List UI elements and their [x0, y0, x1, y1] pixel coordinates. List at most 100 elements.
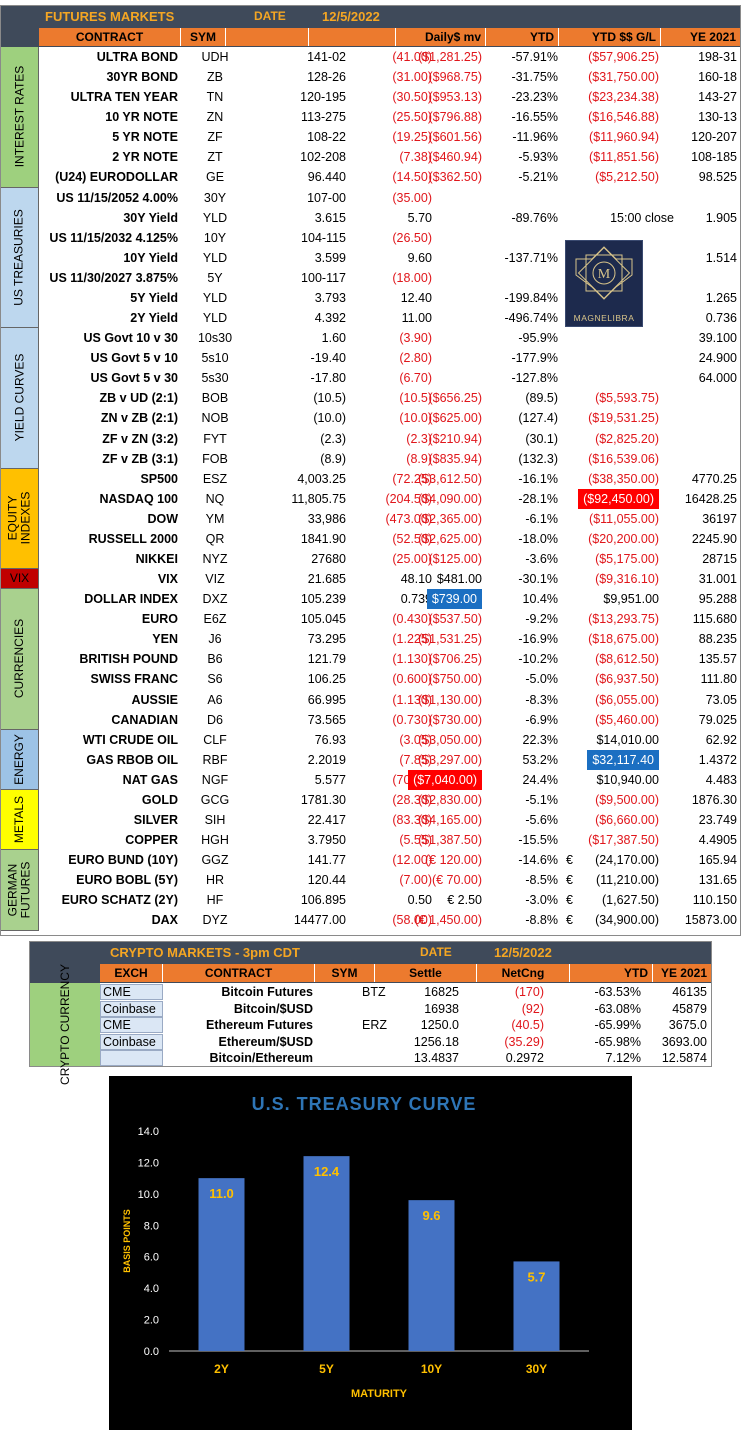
cell-contract: EURO BUND (10Y): [68, 853, 178, 868]
futures-row: US 11/15/2052 4.00% 30Y 107-00 (35.00): [39, 188, 740, 208]
crypto-cell-settle: 13.4837: [413, 1051, 459, 1066]
crypto-header-sym: SYM: [315, 964, 375, 982]
crypto-cell-ytd: 7.12%: [605, 1051, 641, 1066]
cell-dol: ($601.56): [428, 130, 482, 145]
cell-ye: 165.94: [698, 853, 737, 868]
cell-dol: ($2,625.00): [418, 531, 482, 546]
crypto-cell-chg: (40.5): [511, 1018, 544, 1033]
crypto-markets-table: CRYPTO MARKETS - 3pm CDT DATE 12/5/2022 …: [29, 941, 712, 1085]
cell-contract: WTI CRUDE OIL: [82, 732, 178, 747]
futures-row: DOLLAR INDEX DXZ 105.239 0.739 $739.00 10.4% $…: [39, 589, 740, 610]
cell-chg: (1.130): [392, 652, 432, 667]
cell-ytd_gl: ($6,055.00): [595, 692, 659, 707]
futures-row: US 11/15/2032 4.125% 10Y 104-115 (26.50): [39, 228, 740, 248]
cell-ytd: -57.91%: [511, 50, 558, 64]
cell-ytd: -8.8%: [525, 913, 558, 928]
cell-contract: CANADIAN: [111, 712, 178, 727]
cell-contract: ZF v ZN (3:2): [102, 431, 178, 446]
cell-sym: ZB: [207, 70, 223, 85]
cell-chg: (7.85): [399, 752, 432, 767]
futures-row: SP500 ESZ 4,003.25 (72.25) ($3,612.50) -16.1%…: [39, 469, 740, 489]
cell-sym: 5Y: [207, 270, 223, 285]
cell-ytd_gl: ($5,212.50): [595, 170, 659, 185]
crypto-cell-contract: Bitcoin/Ethereum: [209, 1051, 314, 1066]
cell-sym: J6: [208, 632, 222, 647]
cell-settle: 100-117: [301, 270, 346, 285]
crypto-header-ytd: YTD: [570, 964, 653, 982]
cell-ye: 111.80: [700, 672, 737, 687]
cell-ye: 31.001: [698, 572, 737, 587]
cell-ytd: -127.8%: [511, 371, 558, 386]
category-0: INTEREST RATES: [1, 47, 39, 188]
cell-sym: 5s10: [201, 351, 229, 366]
data-label: 11.0: [209, 1186, 234, 1201]
cell-ye: 1.4372: [698, 752, 737, 767]
cell-dol: $481.00: [436, 572, 482, 587]
futures-row: SWISS FRANC S6 106.25 (0.600) ($750.00) -5.0%…: [39, 669, 740, 689]
x-tick-label: 10Y: [421, 1362, 442, 1376]
cell-contract: 5 YR NOTE: [112, 130, 178, 145]
cell-ye: 135.57: [698, 652, 737, 667]
cell-chg: (3.90): [399, 331, 432, 346]
crypto-row: Bitcoin/Ethereum 13.4837 0.2972 7.12% 12.587…: [100, 1050, 711, 1067]
cell-chg: (25.50): [392, 110, 432, 125]
cell-ytd: 10.4%: [522, 592, 558, 607]
cell-settle: 104-115: [301, 230, 346, 245]
cell-ytd: -16.1%: [518, 471, 558, 486]
category-4: VIX: [1, 569, 39, 590]
category-5: CURRENCIES: [1, 589, 39, 730]
cell-ye: 4770.25: [691, 471, 737, 486]
cell-ye: 131.65: [698, 873, 737, 888]
cell-sym: FOB: [202, 451, 228, 466]
cell-settle: 121.79: [307, 652, 346, 667]
cell-contract: US Govt 5 v 10: [90, 351, 178, 366]
category-label: INTEREST RATES: [12, 65, 27, 168]
futures-row: CANADIAN D6 73.565 (0.730) ($730.00) -6.9% ($5…: [39, 710, 740, 730]
header-sym: SYM: [181, 28, 226, 46]
data-label: 12.4: [314, 1164, 340, 1179]
cell-settle: 105.239: [300, 592, 346, 607]
cell-ytd_gl: $14,010.00: [596, 732, 659, 747]
header-ytd-gl: YTD $$ G/L: [559, 28, 661, 46]
cell-ytd: -23.23%: [511, 90, 558, 105]
category-7: METALS: [1, 789, 39, 851]
crypto-cell-settle: 1250.0: [420, 1018, 459, 1033]
cell-dol: $739.00: [426, 589, 482, 610]
cell-ytd: -18.0%: [518, 531, 558, 546]
cell-sym: ZF: [207, 130, 223, 145]
cell-settle: 73.295: [307, 632, 346, 647]
data-label: 9.6: [422, 1208, 440, 1223]
cell-dol: ($730.00): [428, 712, 482, 727]
crypto-category: CRYPTO CURRENCY: [30, 964, 100, 1085]
crypto-cell-settle: 16825: [424, 985, 459, 999]
cell-sym: HGH: [201, 833, 229, 848]
bar-10y: [408, 1200, 455, 1351]
futures-row: GAS RBOB OIL RBF 2.2019 (7.85) ($3,297.00) 53…: [39, 749, 740, 770]
crypto-cell-chg: (170): [514, 985, 544, 999]
treasury-curve-chart: U.S. TREASURY CURVE 0.0 2.0 4.0 6.0 8.0 10.0 12…: [109, 1076, 632, 1430]
futures-row: EURO BOBL (5Y) HR 120.44 (7.00) (€ 70.00) -8.…: [39, 870, 740, 890]
cell-sym: 10s30: [197, 331, 233, 346]
cell-sym: GGZ: [201, 853, 229, 868]
crypto-cell-contract: Ethereum/$USD: [218, 1034, 313, 1049]
cell-contract: BRITISH POUND: [79, 652, 178, 667]
cell-sym: HF: [206, 893, 224, 908]
crypto-cell-chg: 0.2972: [505, 1051, 544, 1066]
cell-ytd_gl: (1,627.50): [602, 893, 659, 908]
chart-svg: U.S. TREASURY CURVE 0.0 2.0 4.0 6.0 8.0 10.0 12…: [122, 1094, 589, 1400]
cell-ytd_gl: ($6,660.00): [595, 813, 659, 828]
cell-ytd_gl: (34,900.00): [595, 913, 659, 928]
cell-settle: 21.685: [307, 572, 346, 587]
cell-ytd_gl: ($17,387.50): [588, 833, 659, 848]
cell-dol: ($2,830.00): [418, 792, 482, 807]
cell-ye: 160-18: [698, 70, 737, 85]
crypto-row: CME Ethereum Futures ERZ 1250.0 (40.5) -65.99…: [100, 1017, 711, 1034]
cell-settle: 66.995: [307, 692, 346, 707]
cell-ye: 4.483: [705, 772, 737, 787]
cell-ytd: -5.6%: [525, 813, 558, 828]
cell-contract: US 11/30/2027 3.875%: [49, 270, 178, 285]
cell-eur: €: [566, 873, 573, 888]
futures-row: RUSSELL 2000 QR 1841.90 (52.50) ($2,625.00) -…: [39, 529, 740, 549]
cell-chg: (14.50): [392, 170, 432, 185]
cell-sym: S6: [207, 672, 223, 687]
